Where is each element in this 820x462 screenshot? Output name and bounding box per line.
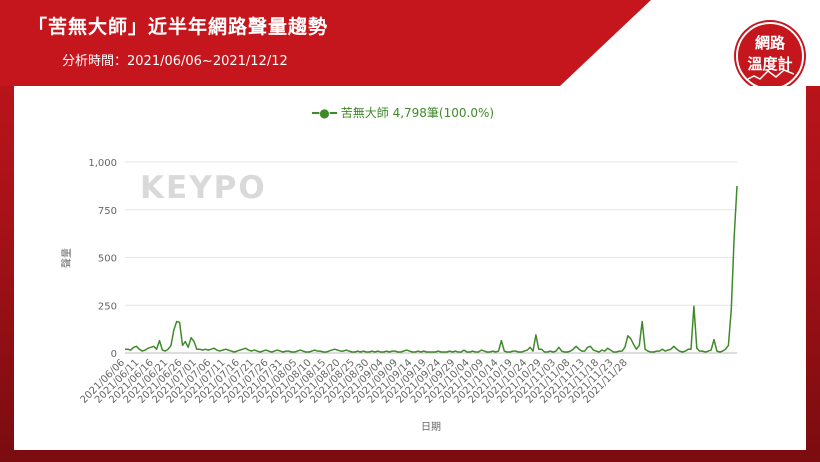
trend-icon bbox=[746, 69, 794, 81]
legend-marker-icon: ━●━ bbox=[312, 106, 337, 120]
x-axis-title: 日期 bbox=[421, 421, 441, 433]
chart-card bbox=[14, 86, 806, 450]
y-tick-label: 500 bbox=[98, 254, 117, 265]
y-tick-label: 750 bbox=[98, 206, 117, 217]
page-title: 「苦無大師」近半年網路聲量趨勢 bbox=[28, 16, 329, 38]
legend-label: 苦無大師 4,798筆(100.0%) bbox=[340, 106, 495, 120]
badge-line2: 溫度計 bbox=[747, 55, 793, 73]
badge-line1: 網路 bbox=[754, 34, 785, 52]
y-tick-label: 1,000 bbox=[88, 158, 117, 169]
header-banner bbox=[0, 0, 680, 86]
y-tick-label: 250 bbox=[98, 301, 117, 312]
legend[interactable]: ━●━ 苦無大師 4,798筆(100.0%) bbox=[312, 104, 494, 121]
y-tick-label: 0 bbox=[111, 349, 117, 360]
keypo-watermark: KEYPO bbox=[140, 170, 267, 206]
analysis-period: 分析時間：2021/06/06~2021/12/12 bbox=[62, 54, 288, 69]
series-line bbox=[125, 185, 738, 353]
y-axis-title: 聲量 bbox=[60, 248, 73, 268]
brand-badge: 網路 溫度計 bbox=[736, 22, 804, 90]
